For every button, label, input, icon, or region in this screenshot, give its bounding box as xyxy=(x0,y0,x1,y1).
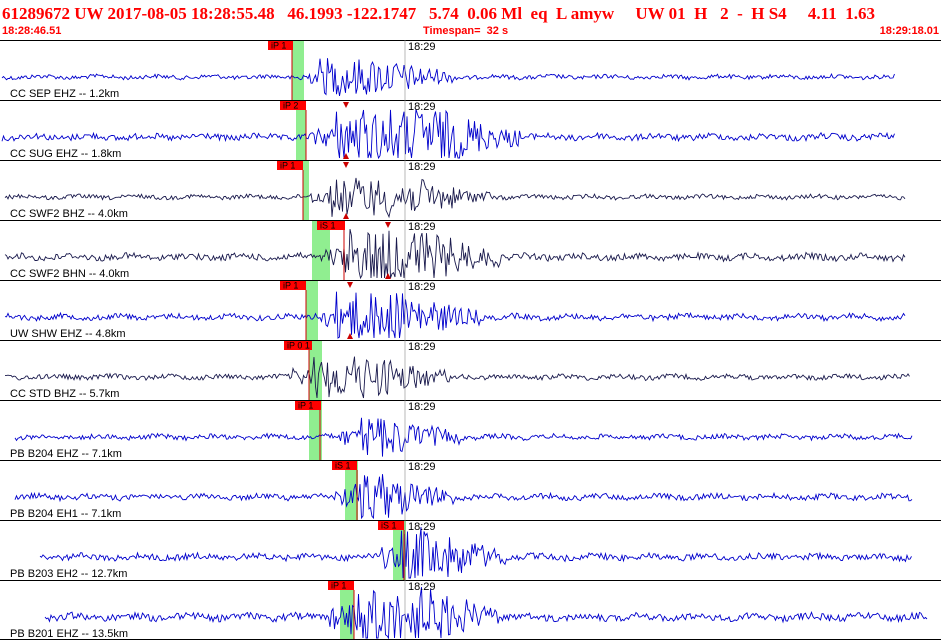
seismogram-panel[interactable]: iP 1 18:29 CC SEP EHZ -- 1.2km iP 2 18:29 CC … xyxy=(0,40,941,640)
waveform xyxy=(44,587,928,640)
pick-flag-box xyxy=(284,341,312,350)
minute-tick-label: 18:29 xyxy=(408,461,436,473)
channel-label: CC SUG EHZ -- 1.8km xyxy=(10,148,121,160)
pick-flag[interactable]: iP 0 1 xyxy=(284,341,312,351)
pick-flag[interactable]: iP 1 xyxy=(268,41,293,51)
pick-flag-label: iP 1 xyxy=(283,281,298,291)
arrival-marker-up-icon xyxy=(385,273,391,279)
trace-row[interactable]: iS 1 18:29 PB B204 EH1 -- 7.1km xyxy=(0,460,941,520)
waveform xyxy=(14,474,913,520)
pick-flag[interactable]: iP 1 xyxy=(280,281,306,291)
pick-flag[interactable]: iP 1 xyxy=(295,401,321,411)
pick-window xyxy=(345,460,358,520)
timespan-label: Timespan= 32 s xyxy=(423,25,509,37)
arrival-marker-up-icon xyxy=(343,153,349,159)
waveform xyxy=(5,356,910,399)
waveform xyxy=(1,109,895,160)
waveform xyxy=(39,527,912,579)
trace-row[interactable]: iP 1 18:29 PB B204 EHZ -- 7.1km xyxy=(0,400,941,460)
minute-tick-label: 18:29 xyxy=(408,521,436,533)
waveform xyxy=(4,229,906,280)
pick-flag[interactable]: iP 1 xyxy=(328,581,354,591)
pick-flag-label: iP 1 xyxy=(280,161,295,171)
waveform xyxy=(14,417,913,457)
trace-row[interactable]: iP 2 18:29 CC SUG EHZ -- 1.8km xyxy=(0,100,941,160)
pick-window xyxy=(312,220,330,280)
channel-label: CC STD BHZ -- 5.7km xyxy=(10,388,119,400)
trace-row[interactable]: iP 0 1 18:29 CC STD BHZ -- 5.7km xyxy=(0,340,941,400)
trace-row[interactable]: iP 1 18:29 CC SWF2 BHZ -- 4.0km xyxy=(0,160,941,220)
pick-flag-box xyxy=(277,161,303,170)
pick-flag[interactable]: iP 2 xyxy=(280,101,306,111)
pick-flag-box xyxy=(295,401,321,410)
event-summary-title: 61289672 UW 2017-08-05 18:28:55.48 46.19… xyxy=(2,4,875,23)
pick-flag-box xyxy=(317,221,345,230)
trace-row[interactable]: iS 1 18:29 PB B203 EH2 -- 12.7km xyxy=(0,520,941,580)
minute-tick-label: 18:29 xyxy=(408,281,436,293)
channel-label: CC SEP EHZ -- 1.2km xyxy=(10,88,119,100)
channel-label: PB B201 EHZ -- 13.5km xyxy=(10,628,128,640)
pick-flag-label: iS 1 xyxy=(381,521,397,531)
minute-tick-label: 18:29 xyxy=(408,161,436,173)
pick-flag-box xyxy=(280,101,306,110)
pick-flag[interactable]: iS 1 xyxy=(332,461,357,471)
pick-flag-label: iP 1 xyxy=(271,41,286,51)
arrival-marker-down-icon xyxy=(385,222,391,228)
minute-tick-label: 18:29 xyxy=(408,401,436,413)
pick-flag-box xyxy=(328,581,354,590)
waveform xyxy=(1,58,895,96)
channel-label: PB B204 EH1 -- 7.1km xyxy=(10,508,121,520)
channel-label: CC SWF2 BHN -- 4.0km xyxy=(10,268,129,280)
pick-window xyxy=(296,100,306,160)
minute-tick-label: 18:29 xyxy=(408,221,436,233)
arrival-marker-up-icon xyxy=(343,213,349,219)
event-header: 61289672 UW 2017-08-05 18:28:55.48 46.19… xyxy=(0,0,941,40)
trace-row[interactable]: iS 1 18:29 CC SWF2 BHN -- 4.0km xyxy=(0,220,941,280)
pick-window xyxy=(303,160,309,220)
pick-flag-label: iS 1 xyxy=(320,221,336,231)
pick-window xyxy=(309,400,322,460)
pick-flag-label: iP 1 xyxy=(331,581,346,591)
arrival-marker-down-icon xyxy=(347,282,353,288)
start-time-label: 18:28:46.51 xyxy=(2,25,62,37)
arrival-marker-down-icon xyxy=(343,162,349,168)
pick-window xyxy=(309,340,322,400)
pick-flag-label: iP 2 xyxy=(283,101,298,111)
pick-flag-label: iP 1 xyxy=(298,401,313,411)
trace-row[interactable]: iP 1 18:29 CC SEP EHZ -- 1.2km xyxy=(0,40,941,100)
minute-tick-label: 18:29 xyxy=(408,41,436,53)
minute-tick-label: 18:29 xyxy=(408,341,436,353)
channel-label: UW SHW EHZ -- 4.8km xyxy=(10,328,126,340)
pick-flag-box xyxy=(268,41,293,50)
arrival-marker-down-icon xyxy=(343,102,349,108)
pick-flag-label: iP 0 1 xyxy=(287,341,310,351)
channel-label: CC SWF2 BHZ -- 4.0km xyxy=(10,208,128,220)
channel-label: PB B204 EHZ -- 7.1km xyxy=(10,448,122,460)
trace-row[interactable]: iP 1 18:29 UW SHW EHZ -- 4.8km xyxy=(0,280,941,340)
pick-flag-box xyxy=(280,281,306,290)
pick-flag[interactable]: iP 1 xyxy=(277,161,303,171)
trace-row[interactable]: iP 1 18:29 PB B201 EHZ -- 13.5km xyxy=(0,580,941,640)
pick-flag[interactable]: iS 1 xyxy=(378,521,404,531)
channel-label: PB B203 EH2 -- 12.7km xyxy=(10,568,127,580)
minute-tick-label: 18:29 xyxy=(408,581,436,593)
pick-window xyxy=(292,40,304,100)
arrival-marker-up-icon xyxy=(347,333,353,339)
pick-flag-box xyxy=(378,521,404,530)
minute-tick-label: 18:29 xyxy=(408,101,436,113)
pick-flag-box xyxy=(332,461,357,470)
waveform xyxy=(4,291,906,339)
end-time-label: 18:29:18.01 xyxy=(879,25,939,37)
pick-flag[interactable]: iS 1 xyxy=(317,221,345,231)
pick-window xyxy=(306,280,318,340)
waveform xyxy=(4,177,906,219)
pick-flag-label: iS 1 xyxy=(335,461,351,471)
